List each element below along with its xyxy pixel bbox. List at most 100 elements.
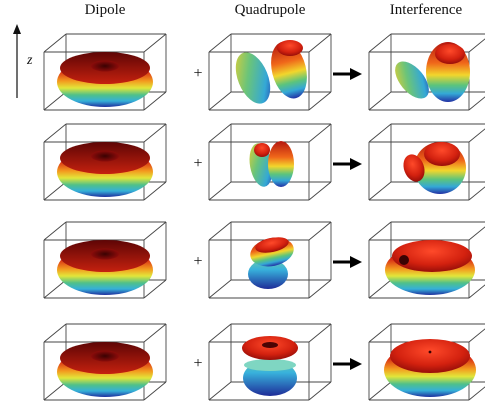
box-dipole-row-3-edge — [43, 279, 67, 299]
box-quadrupole-row-2-edge — [308, 181, 332, 201]
interference-pattern-row-2-small-lobe — [403, 154, 425, 182]
quadrupole-pattern-row-1-lobe-right — [271, 41, 307, 99]
box-interference-row-2-edge — [468, 186, 485, 201]
box-interference-row-3 — [368, 221, 485, 299]
arrow-row-1 — [333, 68, 362, 80]
box-quadrupole-row-4-edge — [308, 323, 332, 343]
arrowhead-row-3 — [350, 256, 362, 268]
box-quadrupole-row-4-edge — [208, 381, 232, 401]
box-dipole-row-2-edge — [143, 181, 167, 201]
box-interference-row-2-edge — [368, 123, 392, 143]
interference-pattern-row-4 — [384, 339, 476, 397]
box-quadrupole-row-1-edge — [308, 91, 332, 111]
quadrupole-pattern-row-2-lobe-right — [268, 141, 294, 187]
interference-pattern-row-1-cap — [435, 44, 465, 64]
column-title-quadrupole: Quadrupole — [234, 2, 306, 18]
interference-pattern-row-4-top — [390, 339, 470, 373]
box-interference-row-3-edge — [468, 284, 485, 299]
arrowhead-row-4 — [350, 358, 362, 370]
box-quadrupole-row-1-edge — [208, 91, 232, 111]
interference-pattern-row-3-dimple — [399, 255, 409, 265]
box-quadrupole-row-2 — [208, 123, 332, 201]
box-quadrupole-row-3-edge — [208, 279, 232, 299]
arrow-row-3 — [333, 256, 362, 268]
box-interference-row-4-edge — [368, 381, 392, 401]
box-dipole-row-3-edge — [143, 279, 167, 299]
box-quadrupole-row-4-edge — [208, 323, 232, 343]
dipole-pattern-row-3 — [57, 240, 153, 295]
z-axis-arrowhead — [13, 24, 21, 34]
interference-pattern-row-3 — [385, 240, 475, 295]
box-dipole-row-1-edge — [143, 33, 167, 53]
quadrupole-pattern-row-4-bowl-rim — [244, 359, 296, 371]
box-dipole-row-1-edge — [143, 91, 167, 111]
box-interference-row-1-edge — [368, 33, 392, 53]
quadrupole-pattern-row-1-lobe-left — [235, 52, 271, 104]
plus-sign-row-3: + — [193, 253, 202, 270]
box-quadrupole-row-3-edge — [308, 221, 332, 241]
z-axis: z — [13, 24, 33, 98]
box-dipole-row-1-edge — [43, 33, 67, 53]
box-quadrupole-row-2-edge — [208, 123, 232, 143]
box-interference-row-3-edge — [368, 279, 392, 299]
z-axis-label: z — [26, 53, 33, 68]
box-quadrupole-row-1-edge — [208, 33, 232, 53]
box-quadrupole-row-3 — [208, 221, 332, 299]
interference-pattern-row-1 — [395, 42, 470, 102]
plus-sign-row-1: + — [193, 65, 202, 82]
interference-pattern-row-1-lobe-left — [395, 61, 429, 99]
box-interference-row-1-edge — [368, 91, 392, 111]
box-quadrupole-row-2-edge — [208, 181, 232, 201]
box-interference-row-1-edge — [468, 96, 485, 111]
box-dipole-row-3-edge — [43, 221, 67, 241]
box-interference-row-4-edge — [368, 323, 392, 343]
quadrupole-pattern-row-2-cap — [254, 143, 270, 157]
quadrupole-pattern-row-2 — [249, 141, 294, 187]
interference-pattern-row-3-top — [392, 240, 472, 272]
pattern-shapes — [57, 40, 476, 397]
dipole-pattern-row-4-hole — [91, 350, 119, 362]
quadrupole-pattern-row-1 — [235, 40, 307, 104]
plus-sign-row-4: + — [193, 355, 202, 372]
arrow-row-2 — [333, 158, 362, 170]
box-dipole-row-1-edge — [43, 91, 67, 111]
box-dipole-row-3-edge — [143, 221, 167, 241]
quadrupole-pattern-row-1-cap — [277, 40, 303, 56]
box-dipole-row-4-edge — [43, 323, 67, 343]
box-quadrupole-row-4-edge — [308, 381, 332, 401]
box-interference-row-1-edge — [468, 38, 485, 53]
dipole-pattern-row-2 — [57, 142, 153, 197]
plus-sign-row-2: + — [193, 155, 202, 172]
operators: + + + + — [193, 65, 362, 372]
quadrupole-pattern-row-3-cap — [255, 237, 289, 253]
dipole-pattern-row-4 — [57, 342, 153, 397]
box-dipole-row-1 — [43, 33, 167, 111]
box-dipole-row-2-edge — [143, 123, 167, 143]
arrow-row-4 — [333, 358, 362, 370]
box-quadrupole-row-3-edge — [208, 221, 232, 241]
box-dipole-row-2-edge — [43, 181, 67, 201]
box-quadrupole-row-1 — [208, 33, 332, 111]
quadrupole-pattern-row-4 — [242, 336, 298, 396]
column-title-dipole: Dipole — [84, 2, 126, 18]
interference-pattern-row-2-cap — [424, 142, 460, 166]
arrowhead-row-1 — [350, 68, 362, 80]
box-dipole-row-4-edge — [43, 381, 67, 401]
column-title-interference: Interference — [389, 2, 463, 18]
quadrupole-pattern-row-4-torus-hole — [262, 342, 278, 348]
quadrupole-pattern-row-3 — [248, 237, 294, 289]
interference-pattern-row-4-apex — [428, 350, 432, 354]
box-interference-row-3-edge — [368, 221, 392, 241]
box-dipole-row-4-edge — [143, 381, 167, 401]
box-interference-row-3-edge — [468, 226, 485, 241]
box-quadrupole-row-2-edge — [308, 123, 332, 143]
dipole-pattern-row-2-hole — [91, 150, 119, 162]
box-interference-row-2-edge — [468, 128, 485, 143]
box-dipole-row-2-edge — [43, 123, 67, 143]
box-dipole-row-4-edge — [143, 323, 167, 343]
box-quadrupole-row-1-edge — [308, 33, 332, 53]
box-quadrupole-row-3-edge — [308, 279, 332, 299]
interference-pattern-row-2 — [403, 142, 466, 194]
box-interference-row-2-edge — [368, 181, 392, 201]
